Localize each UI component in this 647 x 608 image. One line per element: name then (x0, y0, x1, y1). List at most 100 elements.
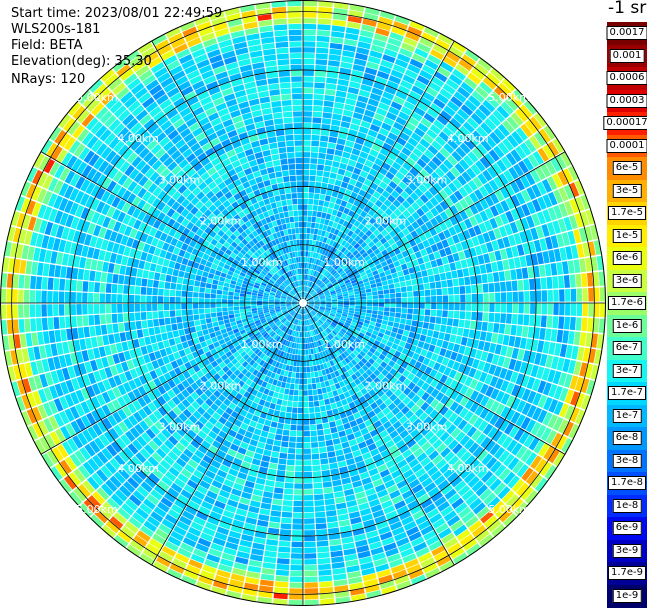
beta-gate-cell (136, 321, 142, 329)
beta-gate-cell (321, 464, 329, 470)
beta-gate-cell (176, 284, 182, 291)
beta-gate-cell (303, 210, 307, 215)
beta-gate-cell (304, 483, 313, 488)
beta-gate-cell (497, 261, 504, 271)
beta-gate-cell (287, 377, 292, 383)
beta-gate-cell (216, 294, 222, 298)
beta-gate-cell (136, 278, 142, 286)
beta-gate-cell (443, 295, 448, 302)
beta-gate-cell (168, 261, 175, 269)
beta-gate-cell (328, 457, 336, 464)
beta-gate-cell (303, 65, 314, 70)
beta-gate-cell (287, 460, 295, 466)
beta-gate-cell (283, 494, 293, 500)
beta-gate-cell (304, 565, 317, 571)
beta-gate-cell (344, 298, 349, 300)
beta-gate-cell (218, 281, 224, 286)
beta-gate-cell (289, 436, 296, 442)
beta-gate-cell (91, 259, 98, 270)
beta-gate-cell (313, 199, 318, 205)
beta-gate-cell (394, 283, 400, 288)
beta-gate-cell (517, 280, 523, 291)
beta-gate-cell (317, 388, 322, 394)
beta-gate-cell (581, 318, 587, 332)
beta-gate-cell (311, 222, 315, 228)
beta-gate-cell (434, 274, 440, 281)
beta-gate-cell (261, 431, 269, 438)
beta-gate-cell (294, 489, 303, 494)
beta-gate-cell (177, 323, 183, 330)
beta-gate-cell (290, 425, 296, 431)
beta-gate-cell (218, 320, 224, 325)
beta-gate-cell (470, 321, 476, 330)
beta-gate-cell (303, 187, 308, 192)
beta-gate-cell (570, 317, 576, 330)
beta-gate-cell (332, 568, 345, 575)
beta-gate-cell (173, 330, 180, 337)
beta-gate-cell (430, 282, 436, 289)
beta-gate-cell (343, 423, 351, 430)
beta-gate-cell (328, 178, 335, 184)
beta-gate-cell (412, 315, 418, 321)
beta-gate-cell (304, 454, 311, 459)
beta-gate-cell (337, 85, 348, 92)
beta-gate-cell (288, 448, 295, 454)
beta-gate-cell (53, 291, 58, 303)
beta-gate-cell (361, 296, 366, 299)
beta-gate-cell (117, 285, 123, 294)
beta-gate-cell (111, 294, 116, 303)
beta-gate-cell (457, 328, 463, 336)
beta-gate-cell (188, 315, 194, 321)
beta-gate-cell (91, 337, 98, 348)
beta-gate-cell (37, 263, 44, 276)
beta-gate-cell (318, 564, 331, 570)
beta-gate-cell (327, 445, 335, 451)
beta-gate-cell (518, 291, 524, 301)
beta-gate-cell (200, 282, 206, 288)
beta-gate-cell (310, 170, 317, 176)
beta-gate-cell (372, 291, 378, 295)
beta-gate-cell (303, 390, 307, 395)
beta-gate-cell (76, 304, 82, 315)
beta-gate-cell (141, 312, 147, 320)
beta-gate-cell (349, 298, 354, 301)
beta-gate-cell (312, 211, 317, 217)
beta-gate-cell (287, 401, 292, 407)
beta-gate-cell (524, 291, 530, 302)
beta-gate-cell (158, 311, 164, 318)
beta-gate-cell (286, 465, 294, 471)
beta-gate-cell (163, 259, 170, 267)
beta-gate-cell (318, 153, 326, 159)
beta-gate-cell (507, 292, 513, 302)
beta-gate-cell (41, 291, 47, 303)
beta-gate-cell (275, 404, 281, 410)
beta-gate-cell (465, 285, 471, 293)
beta-gate-cell (277, 470, 286, 476)
beta-gate-cell (205, 293, 211, 298)
beta-gate-cell (235, 313, 241, 317)
beta-gate-cell (217, 316, 223, 321)
beta-gate-cell (325, 89, 336, 95)
beta-gate-cell (31, 262, 38, 275)
beta-gate-cell (228, 307, 233, 311)
beta-gate-cell (441, 280, 447, 287)
beta-gate-cell (78, 269, 85, 280)
beta-gate-cell (88, 282, 94, 292)
beta-gate-cell (411, 320, 417, 326)
beta-gate-cell (222, 291, 228, 295)
beta-gate-cell (30, 290, 36, 303)
beta-gate-cell (384, 298, 389, 302)
beta-gate-cell (303, 234, 306, 239)
beta-gate-cell (506, 281, 512, 291)
beta-gate-cell (303, 199, 308, 204)
beta-gate-cell (158, 296, 163, 303)
beta-gate-cell (295, 466, 303, 471)
beta-gate-cell (195, 325, 201, 331)
beta-gate-cell (350, 300, 355, 302)
beta-gate-cell (393, 322, 399, 328)
beta-gate-cell (304, 582, 317, 588)
beta-gate-cell (414, 303, 419, 308)
beta-gate-cell (259, 436, 267, 443)
beta-gate-cell (294, 355, 297, 361)
beta-gate-cell (293, 402, 298, 408)
